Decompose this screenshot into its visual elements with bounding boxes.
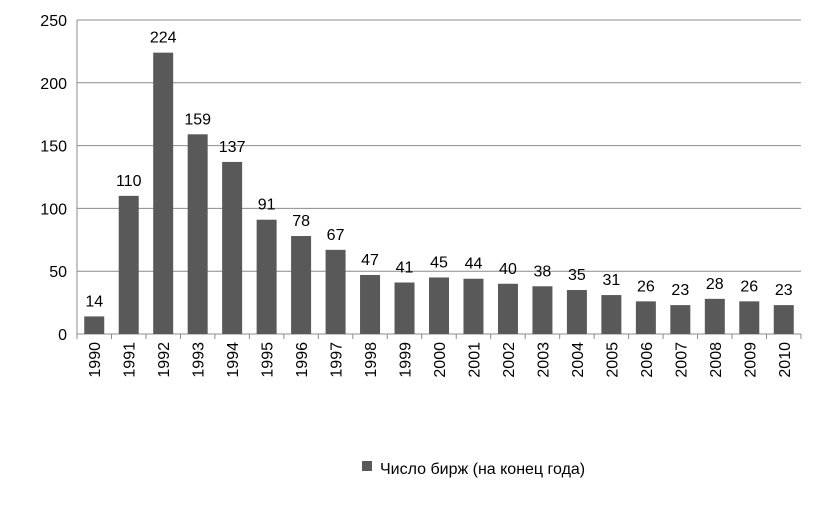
legend: Число бирж (на конец года) bbox=[362, 461, 585, 478]
bar bbox=[256, 219, 277, 334]
x-axis-tick-labels: 1990 1991 1992 1993 1994 1995 1996 1997 1998 1999… bbox=[87, 342, 794, 378]
x-tick-label: 1998 bbox=[363, 342, 380, 378]
bar bbox=[463, 278, 484, 334]
data-label: 14 bbox=[85, 293, 103, 310]
bar bbox=[84, 316, 105, 334]
y-tick-label: 250 bbox=[40, 13, 67, 30]
x-tick-label: 2010 bbox=[777, 342, 794, 378]
bar bbox=[773, 305, 794, 334]
x-tick-label: 1996 bbox=[294, 342, 311, 378]
legend-label: Число бирж (на конец года) bbox=[380, 461, 585, 478]
bar bbox=[222, 161, 243, 334]
x-tick-label: 2002 bbox=[501, 342, 518, 378]
bar bbox=[670, 305, 691, 334]
x-tick-label: 2007 bbox=[673, 342, 690, 378]
x-tick-label: 2003 bbox=[535, 342, 552, 378]
x-tick-label: 1994 bbox=[225, 342, 242, 378]
bar bbox=[153, 52, 174, 334]
x-tick-label: 2001 bbox=[466, 342, 483, 378]
x-tick-label: 2009 bbox=[742, 342, 759, 378]
data-label: 38 bbox=[534, 263, 552, 280]
data-label: 224 bbox=[150, 30, 177, 47]
data-label: 159 bbox=[184, 111, 211, 128]
data-label: 35 bbox=[568, 267, 586, 284]
y-tick-label: 150 bbox=[40, 139, 67, 156]
x-tick-label: 2008 bbox=[708, 342, 725, 378]
data-label: 67 bbox=[327, 227, 345, 244]
x-tick-label: 1991 bbox=[122, 342, 139, 378]
data-label: 26 bbox=[637, 278, 655, 295]
bar bbox=[497, 283, 518, 334]
bar bbox=[739, 301, 760, 334]
bar bbox=[532, 286, 553, 334]
x-tick-label: 1993 bbox=[191, 342, 208, 378]
data-label: 78 bbox=[292, 213, 310, 230]
data-label: 41 bbox=[396, 260, 414, 277]
data-label: 31 bbox=[602, 272, 620, 289]
bar bbox=[704, 298, 725, 334]
x-tick-label: 1997 bbox=[329, 342, 346, 378]
bar bbox=[601, 295, 622, 334]
x-tick-label: 1990 bbox=[87, 342, 104, 378]
y-tick-label: 0 bbox=[58, 327, 67, 344]
data-label: 91 bbox=[258, 197, 276, 214]
x-tick-label: 2005 bbox=[604, 342, 621, 378]
data-labels: 14 110 224 159 137 91 78 67 47 41 45 44 40 38 35 31 26 23… bbox=[85, 30, 792, 311]
legend-swatch bbox=[362, 461, 372, 471]
bar bbox=[291, 236, 312, 334]
bar bbox=[187, 134, 208, 334]
data-label: 47 bbox=[361, 252, 379, 269]
data-label: 23 bbox=[775, 282, 793, 299]
bar bbox=[325, 249, 346, 334]
data-label: 40 bbox=[499, 261, 517, 278]
x-tick-label: 2004 bbox=[570, 342, 587, 378]
data-label: 44 bbox=[465, 256, 483, 273]
y-axis-tick-labels: 0 50 100 150 200 250 bbox=[40, 13, 67, 344]
y-tick-label: 200 bbox=[40, 76, 67, 93]
x-tick-label: 1992 bbox=[156, 342, 173, 378]
bar bbox=[566, 290, 587, 334]
data-label: 45 bbox=[430, 254, 448, 271]
data-label: 28 bbox=[706, 276, 724, 293]
bar bbox=[360, 274, 381, 334]
x-tick-label: 2000 bbox=[432, 342, 449, 378]
y-tick-label: 50 bbox=[49, 264, 67, 281]
data-label: 110 bbox=[116, 173, 142, 190]
bar bbox=[118, 195, 139, 334]
y-tick-label: 100 bbox=[40, 201, 67, 218]
x-tick-label: 1995 bbox=[260, 342, 277, 378]
x-tick-label: 2006 bbox=[639, 342, 656, 378]
bars bbox=[84, 52, 794, 334]
data-label: 26 bbox=[740, 278, 758, 295]
bar bbox=[394, 282, 415, 334]
data-label: 23 bbox=[671, 282, 689, 299]
x-tick-label: 1999 bbox=[398, 342, 415, 378]
bar bbox=[635, 301, 656, 334]
bar bbox=[429, 277, 449, 334]
data-label: 137 bbox=[219, 139, 246, 156]
